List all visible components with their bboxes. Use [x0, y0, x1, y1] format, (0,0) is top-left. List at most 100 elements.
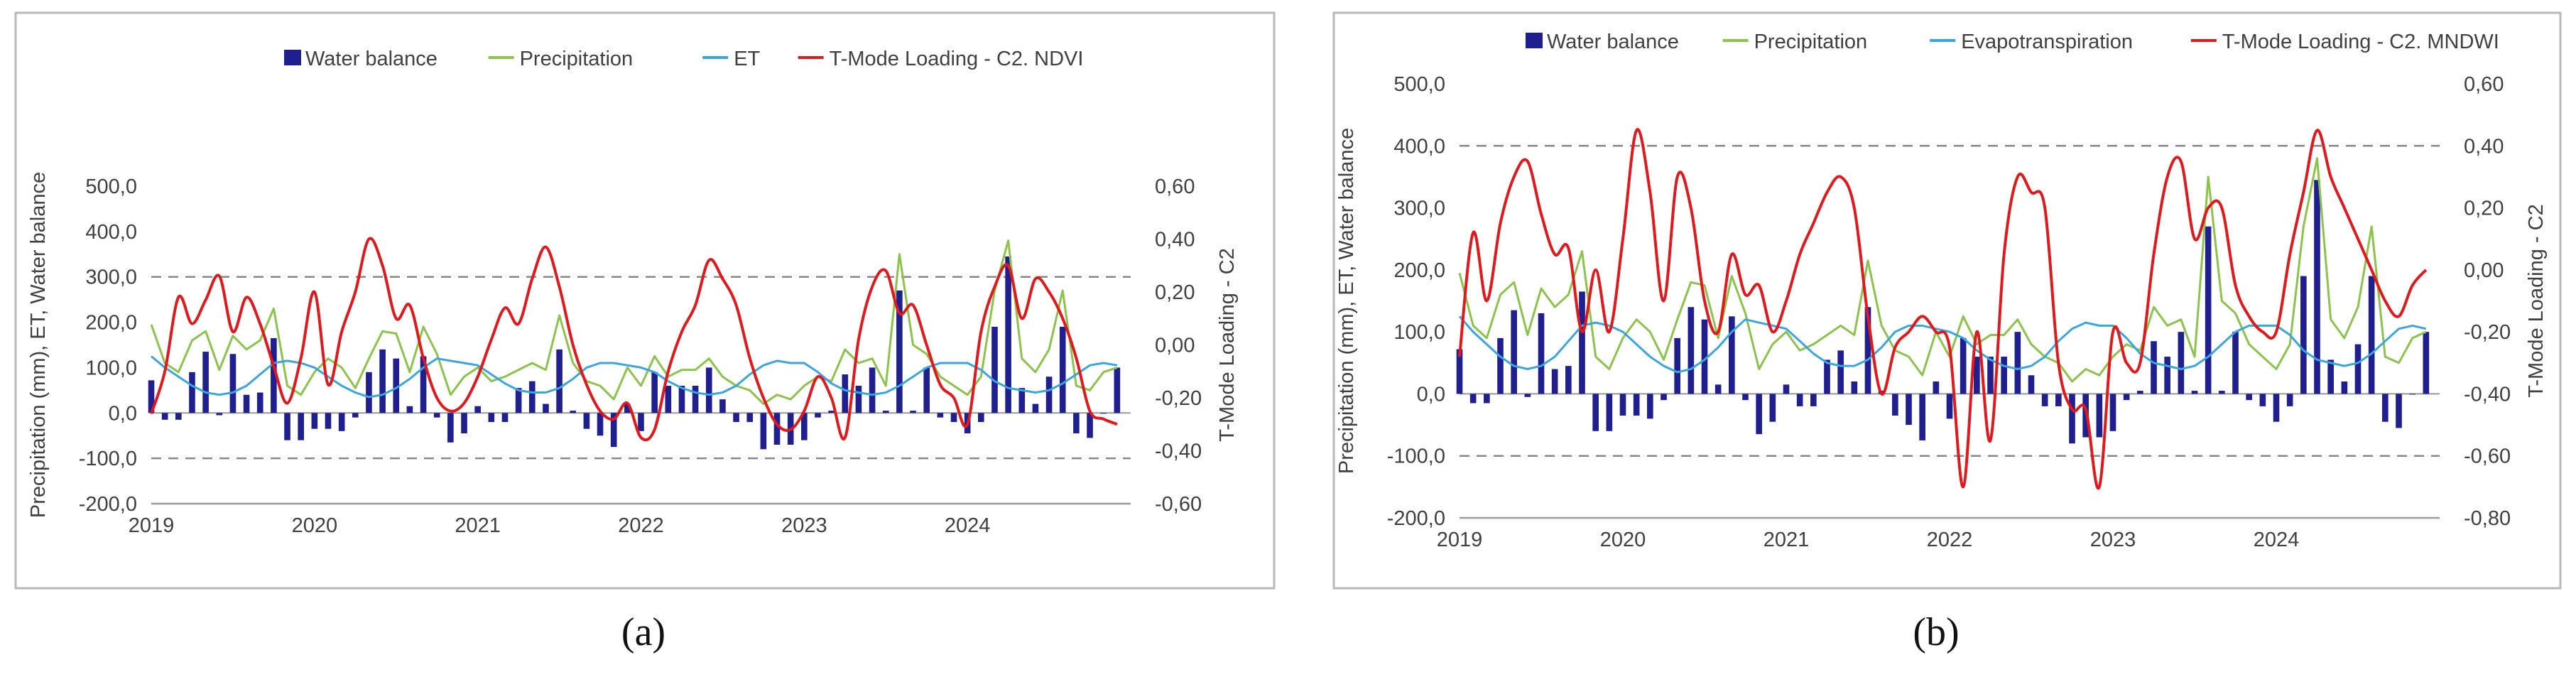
bar-water-balance-a-58 — [937, 413, 944, 418]
bar-water-balance-b-40 — [2001, 357, 2007, 394]
bar-water-balance-a-68 — [1073, 413, 1080, 434]
y2-tick-label-b-7: -0,80 — [2464, 507, 2511, 530]
legend-label-b-2: Evapotranspiration — [1961, 31, 2133, 53]
bar-water-balance-b-11 — [1606, 394, 1613, 431]
bar-water-balance-a-19 — [406, 406, 413, 413]
legend-label-a-2: ET — [734, 48, 760, 70]
bar-water-balance-b-10 — [1592, 394, 1599, 431]
y2-axis-title-a: T-Mode Loading - C2 — [1216, 248, 1239, 441]
bar-water-balance-a-2 — [175, 413, 182, 420]
bar-water-balance-a-5 — [216, 413, 223, 416]
bar-water-balance-b-23 — [1769, 394, 1776, 422]
bar-water-balance-a-37 — [651, 372, 658, 413]
bar-water-balance-a-56 — [910, 411, 916, 413]
bar-water-balance-b-61 — [2286, 394, 2293, 406]
bar-water-balance-b-49 — [2123, 394, 2130, 401]
y2-tick-label-a-3: 0,00 — [1155, 335, 1195, 357]
x-tick-label-a-2: 2021 — [455, 514, 501, 537]
bar-water-balance-a-14 — [338, 413, 345, 431]
y-tick-label-a-2: 300,0 — [85, 266, 137, 289]
bar-water-balance-a-67 — [1059, 326, 1066, 413]
bar-water-balance-a-31 — [570, 411, 577, 413]
bar-water-balance-a-54 — [882, 411, 889, 413]
legend-label-a-3: T-Mode Loading - C2. NDVI — [830, 48, 1084, 70]
x-tick-label-a-0: 2019 — [129, 514, 175, 537]
bar-water-balance-b-35 — [1933, 381, 1940, 394]
bar-water-balance-a-53 — [869, 367, 876, 413]
y2-tick-label-a-4: -0,20 — [1155, 387, 1202, 410]
bar-water-balance-b-38 — [1974, 357, 1980, 394]
bar-water-balance-a-26 — [501, 413, 509, 423]
legend-swatch-a-0 — [284, 50, 301, 65]
panel-b-chart: 500,0 400,0 300,0 200,0 100,0 0,0 -100,0 -200,0… — [1332, 11, 2562, 590]
bar-water-balance-b-12 — [1619, 394, 1626, 416]
caption-b: (b) — [1913, 610, 1959, 654]
caption-a: (a) — [621, 610, 665, 654]
bar-water-balance-b-33 — [1906, 394, 1912, 426]
bar-water-balance-b-36 — [1946, 394, 1953, 419]
y-tick-label-a-0: 500,0 — [85, 175, 137, 198]
bar-water-balance-b-3 — [1497, 337, 1504, 394]
bar-water-balance-a-49 — [815, 413, 821, 418]
bar-water-balance-b-63 — [2314, 180, 2320, 394]
y2-tick-label-b-5: -0,40 — [2464, 383, 2511, 406]
bar-water-balance-b-65 — [2341, 381, 2348, 394]
y2-tick-label-b-4: -0,20 — [2464, 321, 2511, 344]
bar-water-balance-b-50 — [2137, 391, 2143, 394]
bar-water-balance-a-69 — [1087, 413, 1093, 438]
y-tick-label-a-3: 200,0 — [85, 312, 137, 335]
legend-swatch-b-0 — [1526, 33, 1543, 48]
series-line-b-1 — [1458, 315, 2427, 374]
bar-water-balance-a-9 — [271, 337, 277, 413]
x-tick-label-b-0: 2019 — [1437, 529, 1483, 551]
bar-water-balance-a-39 — [678, 385, 685, 413]
bar-water-balance-b-41 — [2014, 332, 2021, 394]
bar-water-balance-a-10 — [284, 413, 290, 440]
x-tick-label-a-3: 2022 — [618, 514, 664, 537]
legend-label-b-1: Precipitation — [1754, 31, 1868, 53]
bar-water-balance-b-58 — [2246, 394, 2252, 401]
x-tick-label-b-2: 2021 — [1763, 529, 1810, 551]
x-tick-label-b-3: 2022 — [1927, 529, 1973, 551]
bar-water-balance-a-27 — [515, 388, 522, 413]
bar-water-balance-b-29 — [1851, 381, 1858, 394]
bar-water-balance-a-4 — [202, 352, 209, 413]
x-tick-label-a-5: 2024 — [945, 514, 991, 537]
bar-water-balance-b-56 — [2219, 391, 2225, 394]
bar-water-balance-b-9 — [1579, 291, 1585, 394]
bar-water-balance-a-23 — [461, 413, 467, 434]
y2-tick-label-b-1: 0,40 — [2464, 135, 2504, 158]
bar-water-balance-b-44 — [2055, 394, 2062, 406]
bar-water-balance-a-64 — [1018, 388, 1026, 413]
series-line-b-2 — [1458, 128, 2428, 490]
y-tick-label-b-1: 400,0 — [1393, 135, 1445, 158]
bar-water-balance-a-57 — [923, 367, 930, 413]
y-tick-label-b-2: 300,0 — [1393, 197, 1445, 220]
panel-a-chart: 500,0 400,0 300,0 200,0 100,0 0,0 -100,0 -200,0… — [14, 11, 1276, 590]
bar-water-balance-a-43 — [733, 413, 739, 423]
bar-water-balance-a-29 — [543, 404, 549, 413]
bar-water-balance-b-21 — [1742, 394, 1749, 401]
bar-water-balance-b-17 — [1688, 307, 1695, 394]
legend-label-a-1: Precipitation — [520, 48, 634, 70]
bar-water-balance-a-18 — [393, 358, 400, 413]
bar-water-balance-a-65 — [1032, 404, 1039, 413]
bar-water-balance-a-15 — [352, 413, 359, 418]
bar-water-balance-b-45 — [2069, 394, 2075, 444]
bar-water-balance-a-66 — [1045, 377, 1053, 413]
bar-water-balance-b-59 — [2259, 394, 2266, 406]
bar-water-balance-a-21 — [433, 413, 440, 418]
bar-water-balance-a-45 — [760, 413, 767, 450]
bar-water-balance-a-8 — [256, 392, 263, 413]
y-tick-label-a-7: -200,0 — [79, 493, 137, 516]
y-axis-title-a: Precipitation (mm), ET, Water balance — [27, 172, 50, 518]
bar-water-balance-b-32 — [1892, 394, 1898, 416]
bar-water-balance-b-48 — [2109, 394, 2116, 431]
bar-water-balance-a-12 — [311, 413, 318, 429]
bar-water-balance-b-66 — [2354, 344, 2362, 394]
bar-water-balance-a-13 — [325, 413, 332, 429]
y2-tick-label-a-0: 0,60 — [1155, 175, 1195, 198]
y2-tick-label-b-3: 0,00 — [2464, 259, 2504, 282]
bar-water-balance-b-0 — [1456, 349, 1463, 394]
bar-water-balance-b-25 — [1796, 394, 1803, 406]
